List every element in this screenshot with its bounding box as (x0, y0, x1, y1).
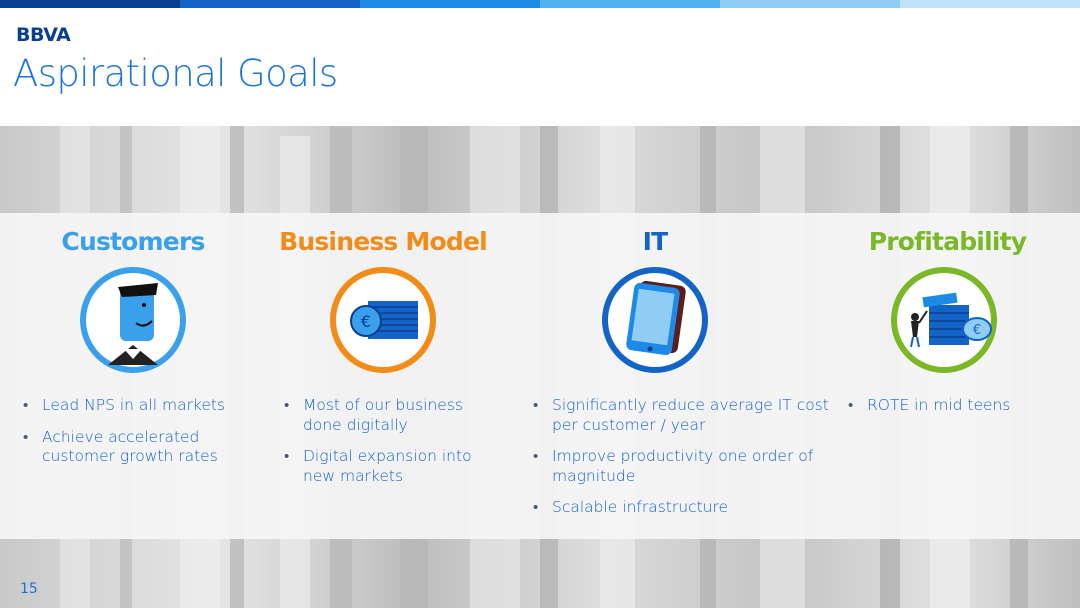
bullet-item: Achieve accelerated customer growth rate… (20, 428, 260, 467)
column-title: IT (642, 227, 669, 256)
bullet-item: Significantly reduce average IT cost per… (530, 396, 830, 435)
profitability-bullet-list: ROTE in mid teens (845, 396, 1075, 428)
bullet-item: Digital expansion into new markets (281, 447, 496, 486)
svg-text:€: € (361, 312, 371, 331)
it-bullet-list: Significantly reduce average IT cost per… (530, 396, 830, 530)
tablet-icon (600, 265, 710, 375)
bullet-item: Scalable infrastructure (530, 498, 830, 518)
slide-title: Aspirational Goals (13, 52, 338, 95)
color-bar-segment-3 (360, 0, 540, 8)
color-bar-segment-1 (0, 0, 180, 8)
column-title: Customers (61, 227, 205, 256)
business-model-bullet-list: Most of our business done digitally Digi… (281, 396, 496, 498)
svg-text:€: € (973, 323, 981, 338)
bullet-item: Lead NPS in all markets (20, 396, 260, 416)
color-bar-segment-4 (540, 0, 720, 8)
bbva-logo: BBVA (16, 24, 71, 46)
column-customers: Customers Lead NPS in all markets Achiev… (0, 213, 266, 539)
color-bar-segment-2 (180, 0, 360, 8)
column-profitability: Profitability € ROTE in mid teens (835, 213, 1080, 539)
color-bar-segment-6 (900, 0, 1080, 8)
bullet-item: ROTE in mid teens (845, 396, 1075, 416)
column-it: IT Significantly reduce average IT cost … (510, 213, 830, 539)
customer-person-icon (78, 265, 188, 375)
page-number: 15 (20, 581, 38, 597)
color-bar-segment-5 (720, 0, 900, 8)
customers-bullet-list: Lead NPS in all markets Achieve accelera… (20, 396, 260, 479)
bullet-item: Most of our business done digitally (281, 396, 496, 435)
column-title: Profitability (868, 227, 1027, 256)
growing-coins-icon: € (889, 265, 999, 375)
column-business-model: Business Model € Most of our business do… (266, 213, 500, 539)
column-title: Business Model (279, 227, 488, 256)
bullet-item: Improve productivity one order of magnit… (530, 447, 830, 486)
coins-stack-icon: € (328, 265, 438, 375)
color-bar (0, 0, 1080, 8)
